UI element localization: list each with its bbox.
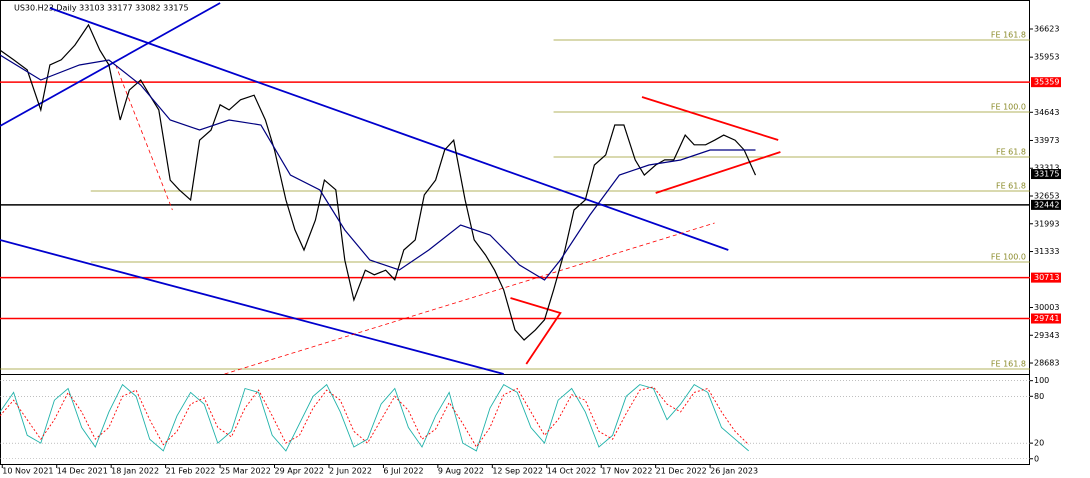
y-tick-label: 20 <box>1034 439 1044 448</box>
y-tick-label: 100 <box>1034 376 1049 385</box>
x-tick-label: 25 Mar 2022 <box>220 467 271 476</box>
y-tick-label: 80 <box>1034 392 1044 401</box>
y-tick-label: 34643 <box>1034 108 1059 117</box>
y-tick-label: 35953 <box>1034 53 1059 62</box>
x-tick-label: 21 Dec 2022 <box>656 467 707 476</box>
level-label: 30713 <box>1034 273 1059 282</box>
y-tick-label: 33973 <box>1034 136 1059 145</box>
trendline <box>510 297 562 365</box>
oscillator-line <box>0 383 749 452</box>
y-tick-label: 31333 <box>1034 247 1059 256</box>
level-label-box <box>1031 313 1061 324</box>
trendline <box>655 151 781 194</box>
level-label: 29741 <box>1034 314 1059 323</box>
price-line <box>0 23 757 341</box>
last-price-box <box>1031 169 1061 180</box>
x-tick-label: 10 Nov 2021 <box>2 467 53 476</box>
price-line <box>0 54 756 281</box>
x-tick-label: 6 Jul 2022 <box>383 467 423 476</box>
y-tick-label: 30003 <box>1034 303 1059 312</box>
x-tick-label: 26 Jan 2023 <box>710 467 758 476</box>
y-tick-label: 32653 <box>1034 192 1059 201</box>
trendline <box>115 64 173 211</box>
oscillator-line <box>0 386 750 448</box>
x-tick-label: 12 Sep 2022 <box>492 467 543 476</box>
last-price: 33175 <box>1034 170 1059 179</box>
y-tick-label: 31993 <box>1034 219 1059 228</box>
trendline <box>224 222 715 375</box>
trendline <box>49 7 729 251</box>
trendline <box>0 2 221 127</box>
x-tick-label: 29 Apr 2022 <box>275 467 324 476</box>
y-tick-label: 28683 <box>1034 359 1059 368</box>
y-tick-label: 36623 <box>1034 24 1059 33</box>
x-tick-label: 18 Jan 2022 <box>111 467 159 476</box>
x-tick-label: 2 Jun 2022 <box>329 467 372 476</box>
fibo-label: FE 61.8 <box>996 181 1026 190</box>
chart-title: US30.H23,Daily 33103 33177 33082 33175 <box>14 4 189 13</box>
level-label: 32442 <box>1034 200 1059 209</box>
fibo-label: FE 161.8 <box>991 359 1026 368</box>
x-tick-label: 14 Oct 2022 <box>547 467 596 476</box>
x-tick-label: 21 Feb 2022 <box>166 467 216 476</box>
level-label-box <box>1031 77 1061 88</box>
level-label-box <box>1031 272 1061 283</box>
level-label-box <box>1031 199 1061 210</box>
fibo-label: FE 100.0 <box>991 102 1026 111</box>
trendline <box>0 239 504 375</box>
x-tick-label: 14 Dec 2021 <box>57 467 108 476</box>
level-label: 35359 <box>1034 78 1059 87</box>
y-tick-label: 33313 <box>1034 164 1059 173</box>
x-tick-label: 9 Aug 2022 <box>438 467 484 476</box>
fibo-label: FE 100.0 <box>991 253 1026 262</box>
fibo-label: FE 161.8 <box>991 31 1026 40</box>
trendline <box>641 96 779 141</box>
fibo-label: FE 61.8 <box>996 148 1026 157</box>
frame <box>0 0 1030 465</box>
y-tick-label: 0 <box>1034 454 1039 463</box>
y-tick-label: 29343 <box>1034 331 1059 340</box>
x-tick-label: 17 Nov 2022 <box>601 467 652 476</box>
